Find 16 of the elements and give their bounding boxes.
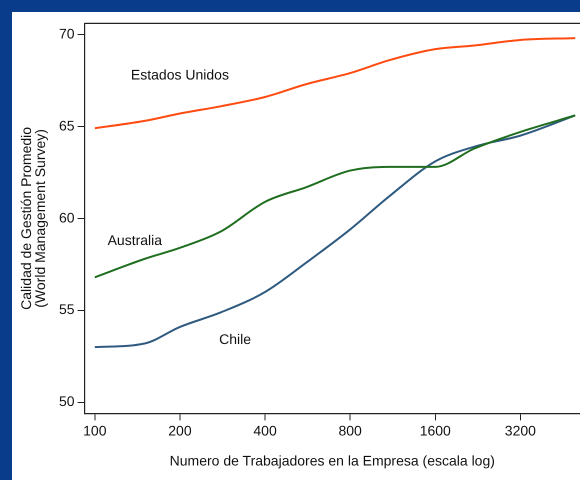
y-tick-label: 70: [58, 25, 75, 42]
x-tick-label: 400: [253, 422, 277, 439]
x-tick-label: 100: [83, 422, 107, 439]
y-tick-label: 55: [58, 301, 75, 318]
x-tick-label: 1600: [420, 422, 452, 439]
y-tick-label: 65: [58, 117, 75, 134]
y-axis-title: Calidad de Gestión Promedio (World Management Survey): [18, 126, 48, 310]
y-tick-label: 50: [58, 393, 75, 410]
x-tick-label: 800: [338, 422, 362, 439]
x-axis-title: Numero de Trabajadores en la Empresa (escala log): [170, 452, 495, 468]
x-tick-label: 200: [168, 422, 192, 439]
series-label: Australia: [108, 232, 162, 248]
series-label: Estados Unidos: [130, 66, 229, 82]
x-tick-label: 3200: [504, 422, 536, 439]
series-label: Chile: [219, 330, 252, 347]
y-tick-label: 60: [58, 209, 75, 226]
